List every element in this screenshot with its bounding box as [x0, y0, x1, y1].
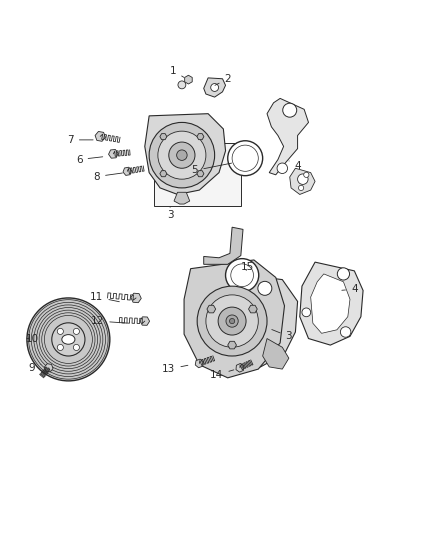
Circle shape: [206, 295, 258, 348]
Text: 1: 1: [170, 66, 184, 77]
Polygon shape: [223, 273, 297, 367]
Circle shape: [27, 298, 110, 381]
Polygon shape: [236, 364, 244, 372]
Text: 5: 5: [192, 163, 232, 175]
Circle shape: [297, 174, 308, 184]
Polygon shape: [131, 293, 141, 303]
Circle shape: [258, 281, 272, 295]
Text: 10: 10: [25, 334, 39, 344]
Text: 9: 9: [29, 363, 41, 373]
Circle shape: [304, 172, 309, 177]
Circle shape: [158, 131, 206, 179]
Text: 2: 2: [215, 74, 231, 85]
Circle shape: [340, 327, 351, 337]
Circle shape: [73, 344, 79, 351]
Circle shape: [149, 123, 215, 188]
Polygon shape: [248, 305, 257, 313]
Polygon shape: [184, 260, 285, 378]
Circle shape: [337, 268, 350, 280]
Circle shape: [73, 328, 79, 334]
Circle shape: [178, 81, 186, 89]
Polygon shape: [207, 305, 215, 313]
Text: 13: 13: [162, 364, 188, 374]
Polygon shape: [95, 132, 106, 141]
Circle shape: [177, 150, 187, 160]
Circle shape: [230, 318, 235, 324]
Polygon shape: [197, 171, 204, 177]
Circle shape: [211, 84, 219, 92]
Polygon shape: [160, 134, 167, 140]
Polygon shape: [290, 168, 315, 195]
Text: 14: 14: [210, 370, 234, 380]
Polygon shape: [311, 274, 350, 333]
Text: 4: 4: [289, 161, 301, 171]
Ellipse shape: [62, 335, 75, 344]
Polygon shape: [109, 149, 118, 158]
Text: 3: 3: [167, 207, 173, 221]
Text: 15: 15: [241, 262, 254, 272]
Circle shape: [57, 344, 64, 351]
Polygon shape: [300, 262, 363, 345]
Circle shape: [277, 163, 288, 174]
Circle shape: [218, 307, 246, 335]
Circle shape: [268, 344, 279, 355]
Text: 6: 6: [76, 155, 103, 165]
Circle shape: [52, 323, 85, 356]
Circle shape: [298, 185, 304, 190]
Polygon shape: [197, 134, 204, 140]
Circle shape: [57, 328, 64, 334]
Polygon shape: [228, 341, 237, 349]
Circle shape: [231, 264, 254, 287]
Polygon shape: [44, 364, 53, 372]
Circle shape: [232, 145, 258, 171]
Circle shape: [302, 308, 311, 317]
Text: 3: 3: [272, 329, 292, 341]
Circle shape: [283, 103, 297, 117]
Polygon shape: [195, 359, 204, 368]
Polygon shape: [263, 338, 289, 369]
Polygon shape: [267, 99, 308, 175]
Circle shape: [197, 286, 267, 356]
Circle shape: [226, 259, 259, 292]
Polygon shape: [204, 78, 226, 97]
Circle shape: [169, 142, 195, 168]
Polygon shape: [145, 114, 226, 195]
Polygon shape: [140, 317, 149, 325]
Bar: [153, 143, 241, 206]
Polygon shape: [174, 192, 190, 204]
Polygon shape: [160, 171, 167, 177]
Text: 11: 11: [90, 292, 119, 302]
Text: 4: 4: [342, 284, 358, 294]
Text: 12: 12: [91, 316, 127, 326]
Text: 8: 8: [93, 172, 122, 182]
Circle shape: [228, 141, 263, 176]
Polygon shape: [204, 227, 243, 264]
Polygon shape: [123, 167, 131, 175]
Circle shape: [226, 315, 238, 327]
Text: 7: 7: [67, 135, 93, 145]
Polygon shape: [185, 75, 192, 84]
